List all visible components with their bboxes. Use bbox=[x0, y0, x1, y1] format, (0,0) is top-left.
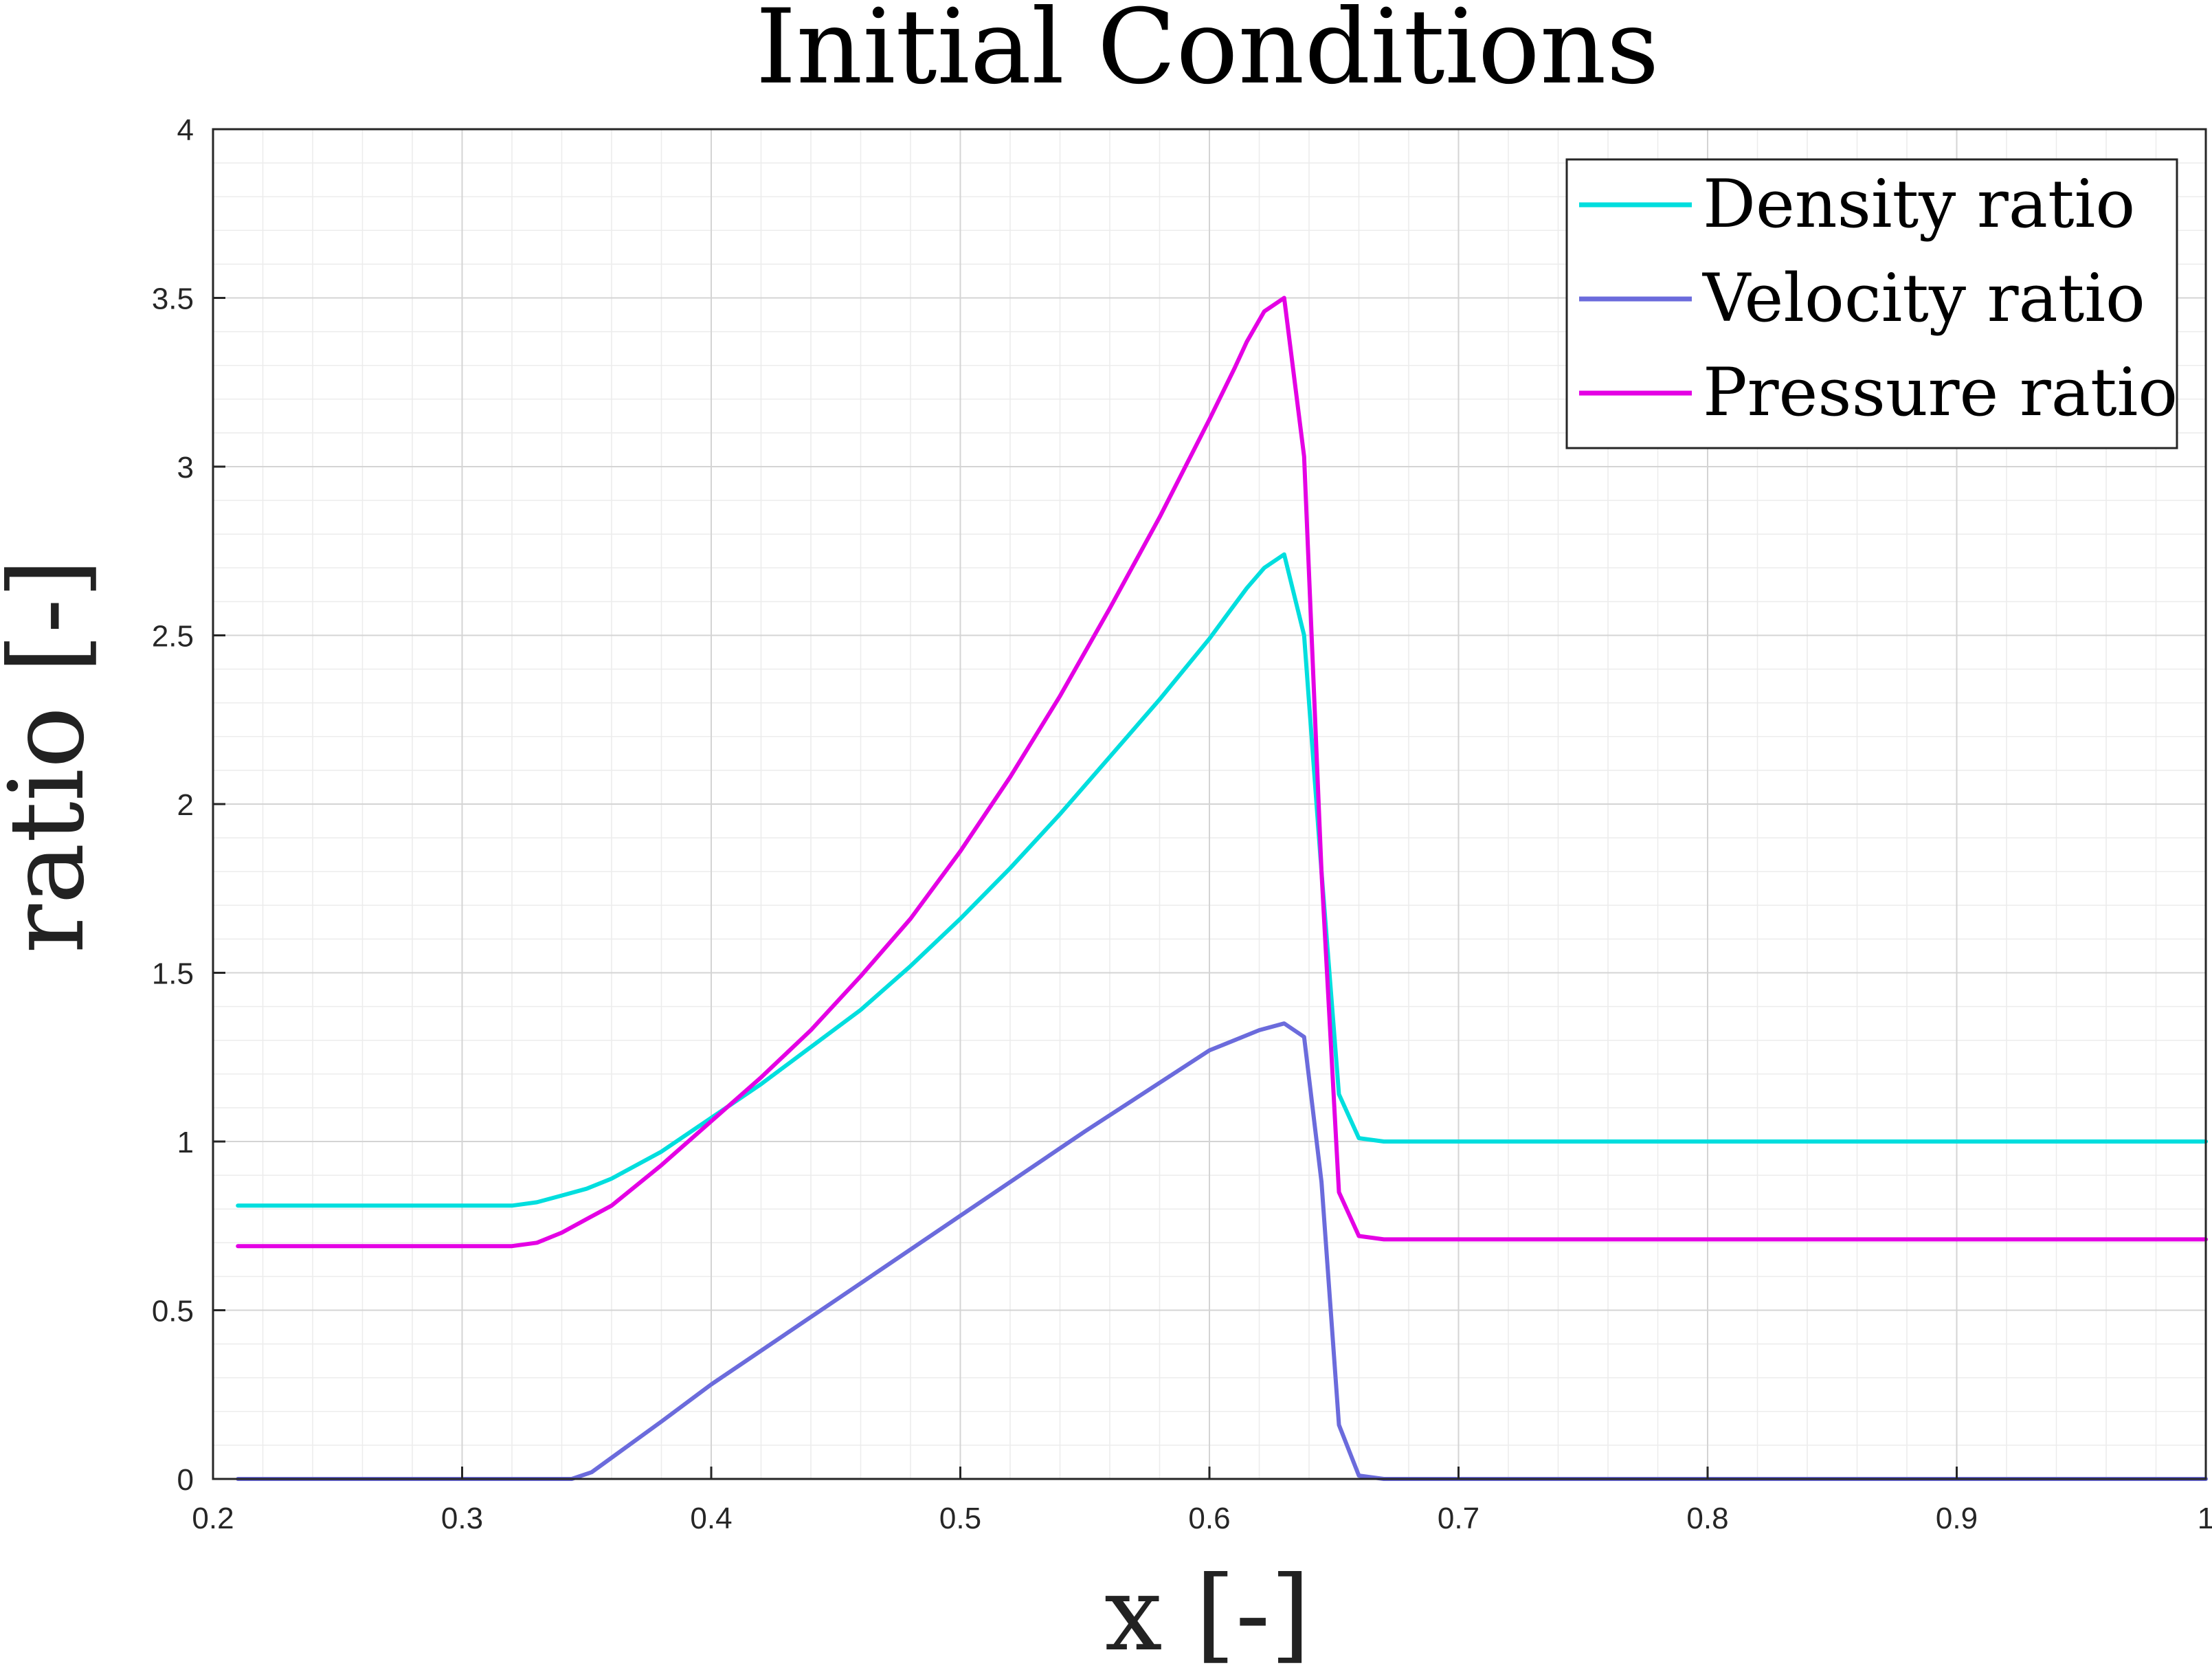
y-tick-label: 3 bbox=[177, 451, 194, 485]
y-tick-label: 1 bbox=[177, 1126, 194, 1159]
x-axis-label: x [-] bbox=[1104, 1555, 1310, 1670]
x-tick-label: 0.7 bbox=[1438, 1502, 1479, 1535]
legend-label-velocity-ratio: Velocity ratio bbox=[1702, 260, 2145, 337]
series-line-density-ratio bbox=[236, 552, 2208, 1208]
y-tick-label: 0 bbox=[177, 1463, 194, 1497]
chart-title: Initial Conditions bbox=[756, 0, 1660, 107]
x-axis-ticks: 0.2 0.3 0.4 0.5 0.6 0.7 0.8 0.9 1 bbox=[192, 1467, 2212, 1535]
y-tick-label: 3.5 bbox=[152, 282, 194, 316]
x-tick-label: 0.9 bbox=[1936, 1502, 1978, 1535]
x-tick-label: 0.4 bbox=[690, 1502, 732, 1535]
series-line-velocity-ratio bbox=[236, 1021, 2208, 1481]
y-tick-label: 4 bbox=[177, 113, 194, 147]
x-tick-label: 0.2 bbox=[192, 1502, 234, 1535]
x-tick-label: 1 bbox=[2198, 1502, 2212, 1535]
y-tick-label: 2 bbox=[177, 788, 194, 822]
x-tick-label: 0.5 bbox=[939, 1502, 981, 1535]
y-tick-label: 0.5 bbox=[152, 1295, 194, 1328]
y-tick-label: 2.5 bbox=[152, 620, 194, 654]
y-axis-label: ratio [-] bbox=[0, 558, 107, 953]
y-tick-label: 1.5 bbox=[152, 957, 194, 991]
series-layer bbox=[236, 296, 2208, 1481]
legend: Density ratio Velocity ratio Pressure rati… bbox=[1565, 158, 2178, 449]
x-tick-label: 0.8 bbox=[1686, 1502, 1728, 1535]
x-tick-label: 0.3 bbox=[441, 1502, 483, 1535]
y-axis-ticks: 0 0.5 1 1.5 2 2.5 3 3.5 4 bbox=[152, 113, 225, 1497]
legend-label-density-ratio: Density ratio bbox=[1703, 166, 2135, 243]
legend-label-pressure-ratio: Pressure ratio bbox=[1703, 354, 2178, 431]
x-tick-label: 0.6 bbox=[1188, 1502, 1230, 1535]
legend-box bbox=[1565, 158, 2178, 449]
series-line-pressure-ratio bbox=[236, 296, 2208, 1249]
